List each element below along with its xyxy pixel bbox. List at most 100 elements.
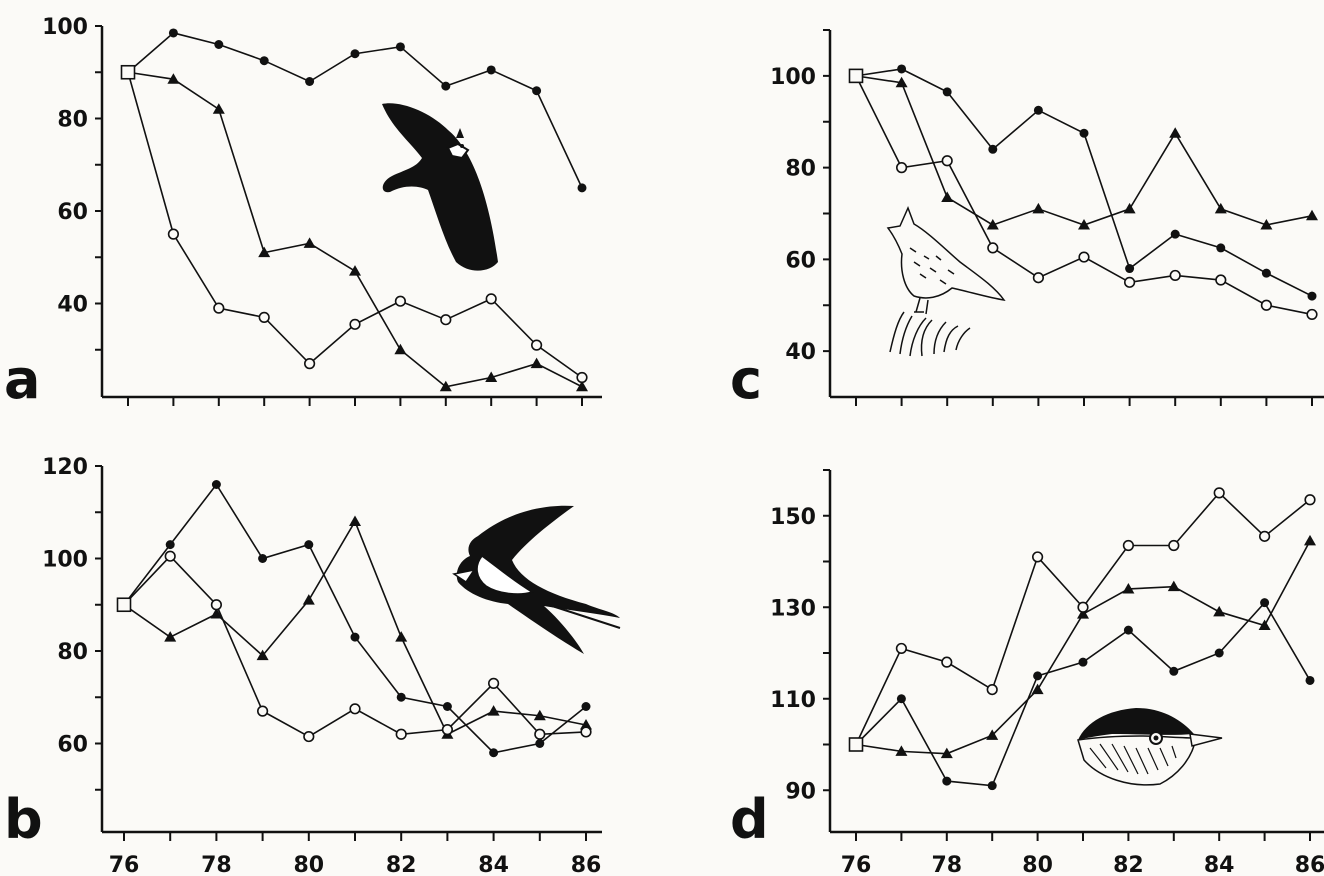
data-point-filled-triangle [439,380,452,392]
data-point-open-circle [1258,530,1271,542]
data-point-filled-triangle [1167,580,1180,592]
data-point-filled-circle [305,77,315,86]
data-point-filled-circle [1078,657,1088,667]
data-point-open-circle [1077,601,1089,613]
data-point-filled-circle [535,739,545,748]
data-point-open-circle [941,656,953,668]
data-point-filled-circle [1305,675,1315,685]
x-tick-label: 80 [1022,853,1053,876]
data-point-open-circle [895,642,908,655]
data-point-filled-triangle [349,515,361,526]
data-point-open-circle [534,728,546,740]
data-point-filled-circle [1170,229,1180,239]
data-point-filled-circle [1307,291,1317,301]
data-point-filled-triangle [164,631,177,642]
data-point-filled-circle [532,86,542,96]
data-point-filled-triangle [1304,534,1316,546]
data-point-filled-triangle [1258,619,1271,631]
data-point-filled-circle [577,183,587,193]
data-point-filled-circle [581,702,591,711]
series-line-filled-triangle [855,75,1313,226]
skylark-illustration [886,206,1006,357]
data-point-filled-triangle [530,357,543,369]
y-tick-label: 80 [785,157,816,182]
data-point-open-circle [440,314,452,326]
y-tick-label: 100 [42,15,88,40]
panel-label-c: c [730,348,762,411]
data-point-open-circle [304,358,316,370]
data-point-open-circle [1032,272,1044,284]
data-point-filled-circle [988,144,998,154]
panel-label-d: d [730,788,769,851]
panel-a: 40 60 80 100 [42,15,602,406]
data-point-open-circle [895,162,908,174]
panel-b: 60 80 100 120 76 78 80 82 84 86 [42,455,602,876]
data-point-filled-circle [1261,268,1271,278]
data-point-filled-triangle [302,594,315,605]
data-point-open-circle [1122,539,1134,552]
data-point-filled-circle [395,42,405,52]
x-tick-label: 76 [109,853,140,876]
x-tick-label: 78 [201,853,232,876]
data-point-filled-triangle [576,380,588,392]
data-point-open-circle [1123,276,1136,288]
x-tick-label: 80 [293,853,324,876]
y-tick-label: 90 [785,779,816,804]
data-point-filled-circle [1033,671,1043,681]
data-point-filled-circle [486,65,496,75]
data-point-filled-circle [942,776,952,786]
data-point-filled-triangle [1260,218,1273,230]
data-point-open-circle [488,677,500,689]
data-point-open-square-start [120,64,136,80]
data-point-open-circle [1306,308,1318,321]
data-point-filled-circle [442,702,452,711]
data-point-filled-circle [211,480,221,489]
data-point-filled-circle [1123,625,1133,635]
data-point-filled-triangle [1031,683,1044,695]
data-point-filled-triangle [487,705,500,716]
data-point-open-square-start [116,597,132,613]
data-point-filled-triangle [940,747,953,759]
data-point-filled-circle [259,56,269,66]
data-point-open-circle [1031,551,1044,563]
data-point-filled-circle [350,49,360,59]
data-point-filled-circle [1216,243,1226,253]
data-point-filled-triangle [303,237,316,248]
panel-d: 90 110 130 150 76 78 80 82 84 86 [770,469,1324,876]
data-point-filled-triangle [1032,202,1045,214]
data-point-filled-circle [896,694,906,704]
data-point-filled-circle [165,540,175,550]
x-tick-label: 82 [386,853,417,876]
y-tick-label: 100 [42,548,88,573]
y-tick-label: 60 [57,733,88,758]
data-point-filled-triangle [941,191,954,202]
panel-label-a: a [4,348,40,411]
data-point-open-circle [349,318,361,330]
data-point-open-circle [257,705,269,717]
y-tick-label: 60 [57,200,88,225]
data-point-filled-triangle [1122,582,1135,594]
x-tick-label: 82 [1113,853,1144,876]
data-point-filled-triangle [580,719,592,730]
data-point-filled-circle [1079,128,1089,138]
y-tick-label: 80 [57,640,88,665]
data-point-open-circle [213,302,225,314]
data-point-filled-circle [1260,598,1270,608]
data-point-filled-circle [396,692,406,702]
data-point-open-circle [1260,299,1272,311]
data-point-open-circle [580,726,592,738]
data-point-filled-triangle [986,218,999,230]
data-point-open-circle [167,228,179,240]
x-tick-label: 76 [841,853,872,876]
data-point-filled-triangle [1306,209,1318,221]
data-point-open-circle [1215,274,1227,286]
data-point-filled-triangle [256,649,269,661]
data-point-open-circle [1078,251,1090,263]
data-point-filled-circle [897,64,907,74]
y-tick-label: 130 [770,596,816,621]
data-point-filled-triangle [395,631,408,642]
x-tick-label: 84 [478,853,509,876]
x-tick-label: 84 [1204,853,1235,876]
data-point-filled-triangle [1213,605,1226,617]
y-tick-label: 150 [770,505,816,530]
